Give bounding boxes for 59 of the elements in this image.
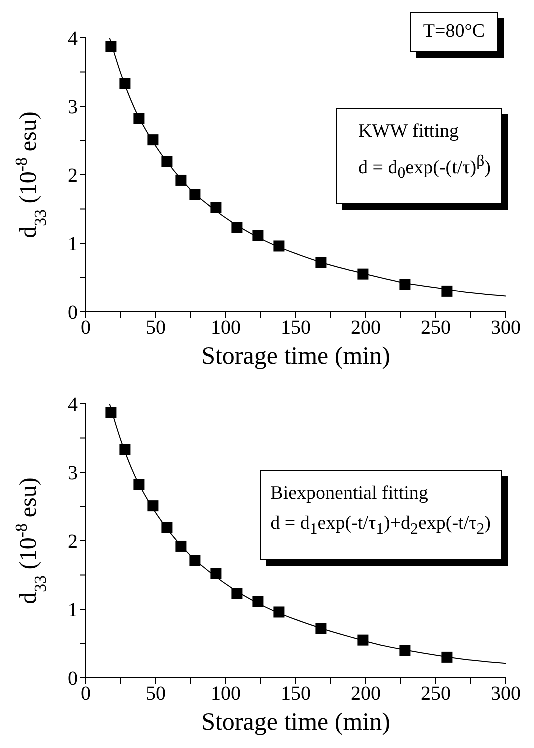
point [232, 222, 243, 234]
line-series [109, 404, 506, 664]
y-tick-label: 3 [68, 96, 78, 119]
point [252, 596, 264, 608]
y-tick-label: 4 [68, 28, 78, 50]
point [232, 588, 243, 600]
point [316, 257, 327, 268]
point [316, 623, 327, 634]
point [442, 286, 453, 297]
annotation: Biexponential fitting [270, 482, 430, 506]
point [162, 156, 173, 168]
y-tick-label: 1 [68, 600, 78, 622]
x-tick-label: 250 [421, 317, 451, 340]
point [148, 500, 159, 512]
y-tick-label: 0 [68, 302, 78, 324]
point [120, 444, 131, 456]
point [252, 230, 264, 242]
annotation: d = d$_{0}$exp(-(t/τ)$^{β}$) [358, 152, 491, 184]
point [106, 407, 117, 418]
point [106, 41, 117, 52]
x-tick-label: 150 [281, 317, 311, 340]
point [134, 479, 145, 490]
annotation: KWW fitting [358, 120, 460, 144]
point [134, 113, 145, 124]
y-tick-label: 2 [68, 531, 78, 554]
x-tick-label: 100 [211, 317, 241, 340]
point [400, 279, 411, 290]
point [358, 268, 369, 280]
y-tick-label: 0 [68, 668, 78, 690]
point [176, 540, 187, 552]
point [442, 652, 453, 663]
y-tick-label: 4 [68, 394, 78, 416]
x-axis-title: Storage time (min) [202, 709, 390, 736]
x-tick-label: 150 [281, 683, 311, 706]
x-tick-label: 300 [491, 683, 521, 706]
point [210, 202, 222, 214]
y-tick-label: 2 [68, 165, 78, 188]
x-tick-label: 100 [211, 683, 241, 706]
y-tick-label: 1 [68, 234, 78, 256]
point [400, 645, 411, 656]
y-tick-label: 3 [68, 462, 78, 485]
point [148, 134, 159, 146]
point [176, 174, 187, 186]
line-series [109, 38, 506, 297]
point [190, 555, 201, 566]
point [274, 606, 285, 618]
x-tick-label: 200 [351, 683, 381, 706]
x-tick-label: 50 [146, 683, 166, 706]
point [210, 568, 222, 580]
point [120, 78, 131, 90]
x-tick-label: 50 [146, 317, 166, 340]
point [190, 189, 201, 200]
x-tick-label: 250 [421, 683, 451, 706]
x-tick-label: 300 [491, 317, 521, 340]
point [274, 240, 285, 252]
point [162, 522, 173, 534]
point [358, 634, 369, 646]
x-tick-label: 200 [351, 317, 381, 340]
x-axis-title: Storage time (min) [202, 343, 390, 370]
